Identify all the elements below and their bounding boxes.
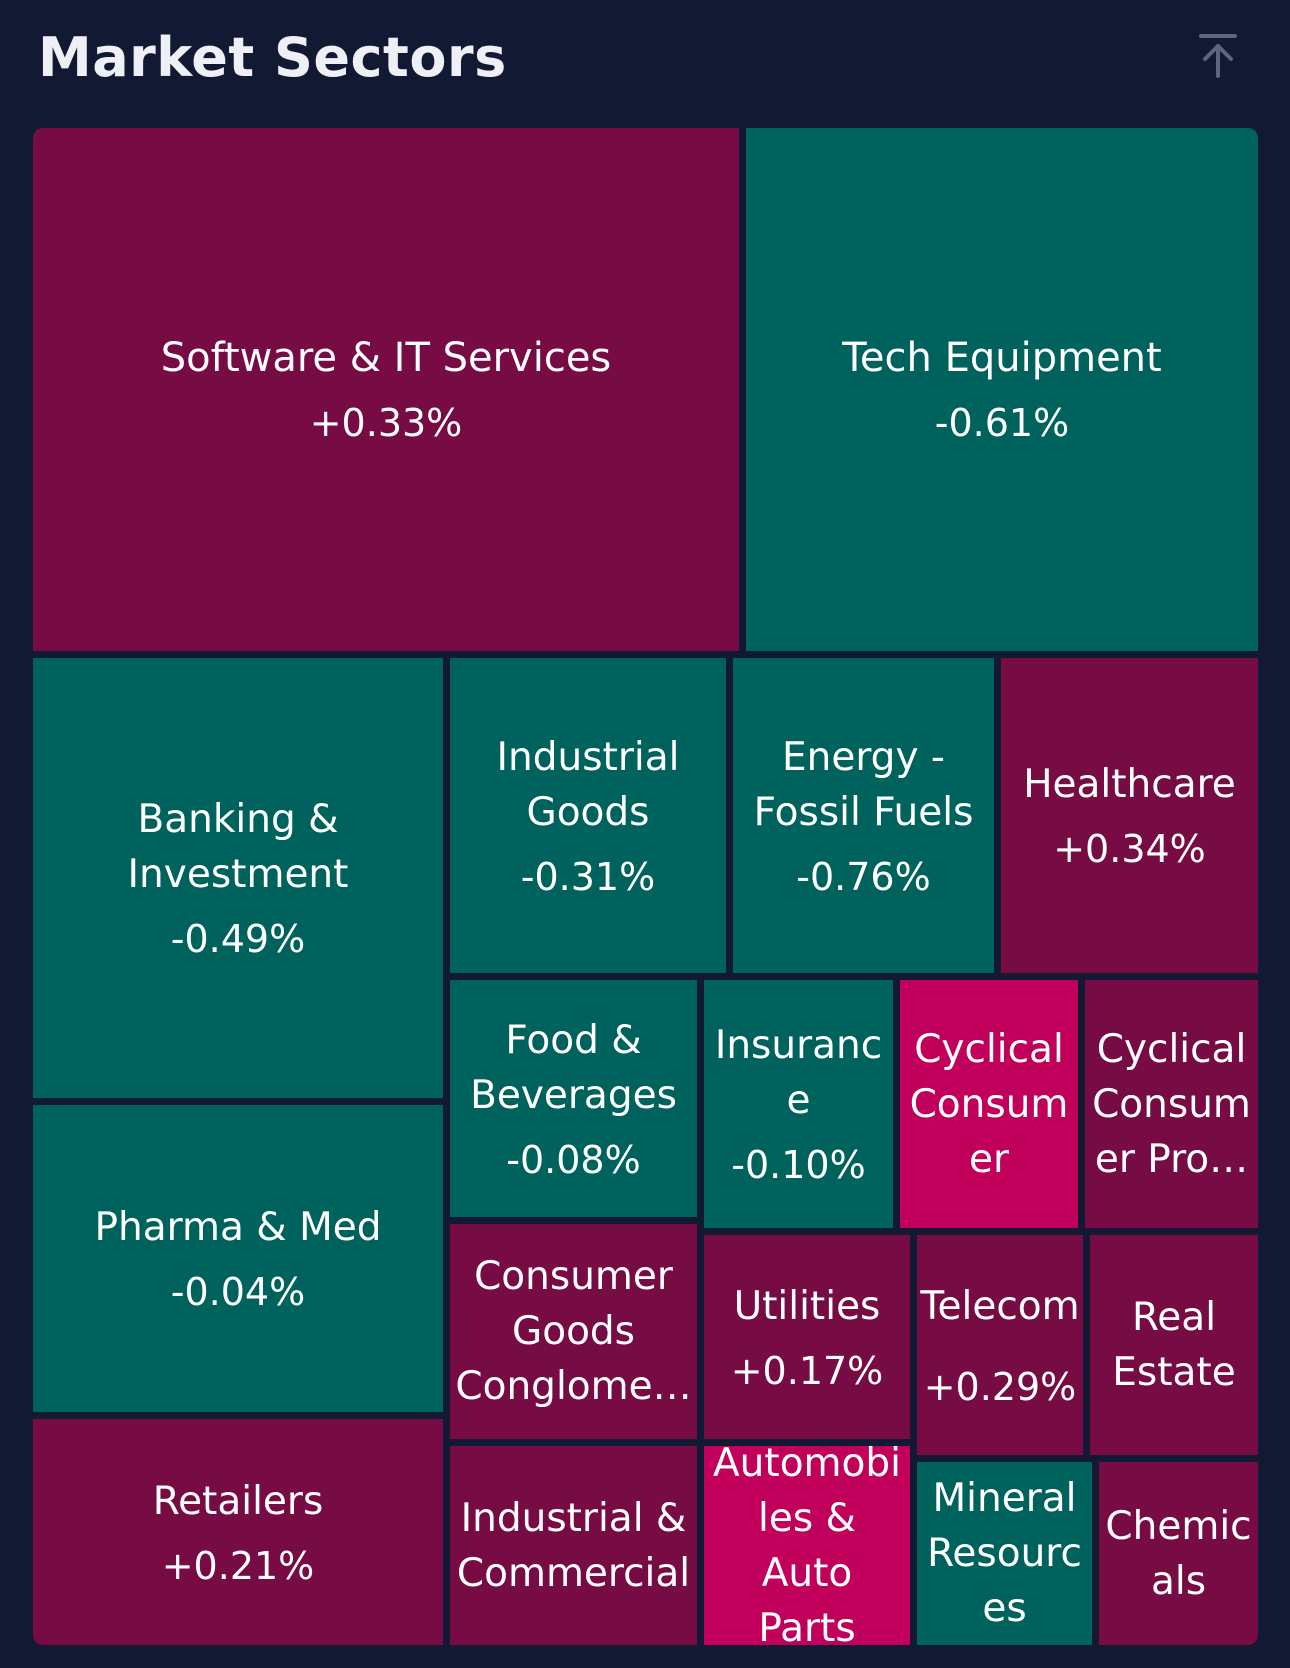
tile-change: -0.31% (520, 854, 656, 899)
tile-name: Retailers (152, 1478, 324, 1524)
tile-healthcare[interactable]: Healthcare +0.34% (1001, 658, 1258, 973)
tile-banking-investment[interactable]: Banking & Investment -0.49% (33, 658, 443, 1098)
tile-change: -0.76% (796, 854, 931, 899)
tile-name: Cyclical Consum er (909, 1026, 1069, 1182)
collapse-button[interactable] (1190, 30, 1246, 86)
tile-utilities[interactable]: Utilities +0.17% (704, 1235, 910, 1439)
header: Market Sectors (0, 0, 1290, 128)
tile-name: Insuranc e (714, 1023, 883, 1123)
tile-change: +0.21% (161, 1543, 315, 1588)
tile-name: Real Estate (1112, 1295, 1236, 1395)
tile-real-estate[interactable]: Real Estate (1090, 1235, 1258, 1455)
tile-name: Banking & Investment (127, 797, 349, 897)
tile-software-it-services[interactable]: Software & IT Services +0.33% (33, 128, 739, 651)
tile-name: Cyclical Consum er Pro… (1092, 1026, 1251, 1182)
tile-name: Consumer Goods Conglome… (455, 1254, 692, 1409)
tile-change: +0.17% (730, 1348, 884, 1393)
tile-change: -0.04% (170, 1270, 306, 1314)
tile-energy-fossil-fuels[interactable]: Energy - Fossil Fuels -0.76% (733, 658, 994, 973)
tile-name: Pharma & Med (94, 1205, 382, 1250)
tile-food-beverages[interactable]: Food & Beverages -0.08% (450, 980, 697, 1217)
tile-chemicals[interactable]: Chemic als (1099, 1462, 1258, 1645)
tile-change: +0.29% (923, 1364, 1077, 1409)
tile-telecom[interactable]: Telecom +0.29% (917, 1235, 1083, 1455)
page-title: Market Sectors (38, 26, 507, 89)
tile-change: +0.34% (1053, 827, 1206, 871)
tile-name: Mineral Resourc es (927, 1476, 1082, 1631)
tile-name: Healthcare (1023, 762, 1236, 807)
tile-automobiles-auto-parts[interactable]: Automobi les & Auto Parts (704, 1446, 910, 1645)
tile-name: Energy - Fossil Fuels (753, 734, 974, 835)
tile-retailers[interactable]: Retailers +0.21% (33, 1419, 443, 1645)
tile-mineral-resources[interactable]: Mineral Resourc es (917, 1462, 1092, 1645)
tile-name: Industrial & Commercial (456, 1495, 691, 1596)
tile-change: -0.10% (731, 1143, 866, 1187)
tile-name: Food & Beverages (470, 1017, 677, 1118)
tile-name: Tech Equipment (842, 335, 1162, 381)
tile-name: Chemic als (1105, 1503, 1252, 1604)
tile-pharma-med[interactable]: Pharma & Med -0.04% (33, 1105, 443, 1412)
tile-industrial-commercial[interactable]: Industrial & Commercial (450, 1446, 697, 1645)
tile-industrial-goods[interactable]: Industrial Goods -0.31% (450, 658, 726, 973)
tile-name: Automobi les & Auto Parts (713, 1446, 901, 1645)
tile-change: -0.61% (934, 401, 1070, 445)
tile-consumer-goods-conglomerates[interactable]: Consumer Goods Conglome… (450, 1224, 697, 1439)
tile-name: Software & IT Services (160, 335, 612, 381)
tile-change: +0.33% (309, 401, 463, 445)
tile-name: Utilities (733, 1283, 881, 1329)
tile-change: -0.49% (170, 917, 306, 961)
tile-name: Telecom (920, 1283, 1080, 1329)
tile-change: -0.08% (506, 1137, 641, 1182)
tile-tech-equipment[interactable]: Tech Equipment -0.61% (746, 128, 1258, 651)
tile-cyclical-consumer-products[interactable]: Cyclical Consum er Pro… (1085, 980, 1258, 1228)
arrow-up-to-line-icon (1197, 32, 1239, 84)
tile-cyclical-consumer[interactable]: Cyclical Consum er (900, 980, 1078, 1228)
tile-name: Industrial Goods (496, 734, 680, 835)
tile-insurance[interactable]: Insuranc e -0.10% (704, 980, 893, 1228)
